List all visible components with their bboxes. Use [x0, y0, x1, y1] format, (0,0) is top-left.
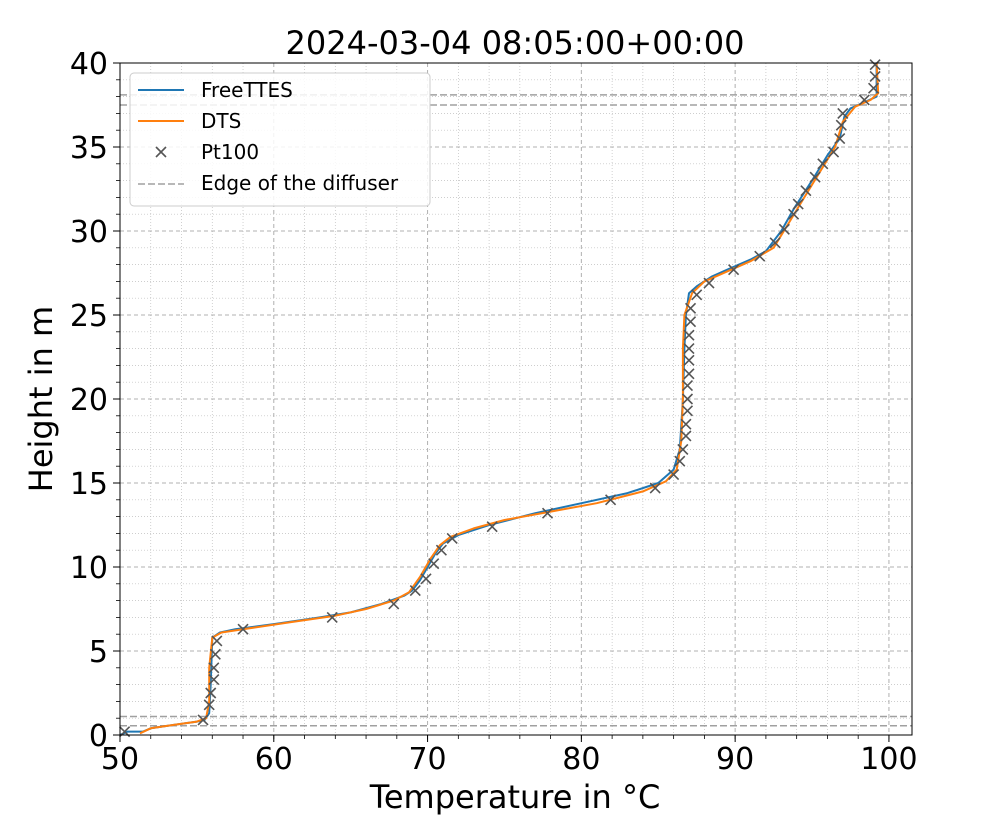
pt100-point	[677, 443, 689, 455]
y-tick-label: 25	[70, 299, 108, 334]
x-tick-label: 50	[101, 742, 139, 777]
pt100-point	[388, 598, 400, 610]
y-tick-label: 10	[70, 551, 108, 586]
pt100-point	[203, 699, 215, 711]
axis-ticks: 50 60 70 80 90 100 0 5 10 15 20 25 30 35 40	[70, 47, 918, 777]
pt100-point	[208, 673, 220, 686]
pt100-point	[792, 198, 804, 210]
chart-title: 2024-03-04 08:05:00+00:00	[286, 24, 745, 62]
pt100-point	[409, 584, 421, 597]
pt100-point	[326, 611, 338, 623]
x-tick-label: 100	[860, 742, 917, 777]
pt100-point	[420, 573, 432, 585]
x-tick-label: 80	[562, 742, 600, 777]
pt100-point	[680, 430, 692, 442]
x-axis-label: Temperature in °C	[369, 778, 661, 816]
pt100-point	[684, 316, 697, 328]
y-tick-label: 30	[70, 215, 108, 250]
pt100-point	[754, 250, 766, 262]
pt100-point	[211, 635, 223, 647]
pt100-point	[683, 354, 695, 366]
pt100-point	[681, 379, 694, 392]
legend-pt100-label: Pt100	[201, 140, 259, 164]
pt100-point	[834, 133, 846, 145]
pt100-point	[703, 277, 715, 289]
pt100-point	[541, 507, 554, 519]
pt100-point	[681, 405, 694, 417]
pt100-point	[237, 623, 249, 635]
x-tick-label: 70	[408, 742, 446, 777]
pt100-point	[728, 264, 740, 276]
pt100-point	[486, 521, 498, 533]
pt100-point	[869, 59, 881, 71]
pt100-point	[835, 119, 847, 131]
pt100-point	[208, 662, 220, 674]
y-tick-label: 35	[70, 131, 108, 166]
y-tick-label: 0	[89, 719, 108, 754]
pt100-point	[769, 237, 781, 249]
pt100-markers	[119, 59, 881, 738]
pt100-point	[817, 158, 829, 170]
y-tick-label: 5	[89, 635, 108, 670]
pt100-point	[788, 208, 800, 220]
pt100-point	[428, 558, 440, 570]
y-tick-label: 20	[70, 383, 108, 418]
legend: FreeTTES DTS Pt100 Edge of the diffuser	[129, 72, 431, 207]
pt100-point	[828, 146, 840, 158]
legend-pt100-marker	[155, 146, 167, 158]
legend-freettes-label: FreeTTES	[201, 78, 293, 102]
y-tick-label: 40	[70, 47, 108, 82]
pt100-point	[674, 455, 686, 467]
pt100-point	[683, 368, 695, 380]
pt100-point	[867, 82, 880, 94]
legend-diffuser-label: Edge of the diffuser	[201, 171, 399, 195]
pt100-point	[649, 482, 661, 494]
pt100-point	[209, 648, 221, 660]
pt100-point	[809, 171, 821, 183]
y-tick-label: 15	[70, 467, 108, 502]
pt100-point	[683, 329, 695, 341]
pt100-point	[205, 687, 217, 699]
x-tick-label: 90	[716, 742, 754, 777]
pt100-point	[435, 544, 447, 556]
pt100-point	[869, 70, 881, 83]
pt100-point	[680, 418, 692, 430]
pt100-point	[684, 302, 697, 314]
y-axis-label: Height in m	[22, 306, 60, 492]
pt100-point	[605, 494, 617, 506]
pt100-point	[197, 714, 209, 726]
pt100-point	[668, 469, 680, 481]
pt100-point	[683, 343, 695, 355]
pt100-point	[446, 532, 458, 545]
legend-dts-label: DTS	[201, 109, 241, 133]
legend-box	[129, 72, 431, 207]
pt100-point	[681, 393, 694, 405]
pt100-point	[837, 107, 849, 119]
pt100-point	[778, 223, 790, 235]
pt100-point	[800, 185, 812, 197]
x-tick-label: 60	[255, 742, 293, 777]
pt100-point	[858, 94, 870, 106]
pt100-point	[691, 289, 703, 301]
